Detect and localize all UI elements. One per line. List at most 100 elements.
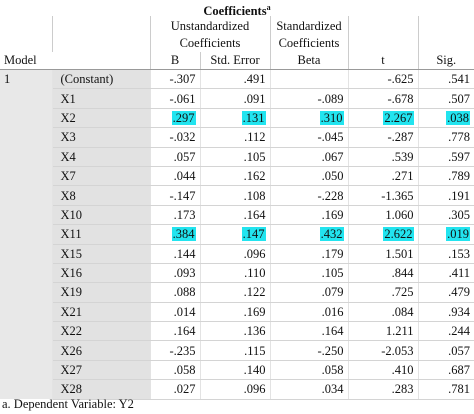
- value-text: .112: [244, 130, 266, 145]
- value-text: -.250: [317, 343, 344, 358]
- value-text: .491: [243, 72, 266, 87]
- value-text: .147: [241, 227, 266, 242]
- value-cell: -.307: [150, 69, 201, 90]
- data-row: X10 .173 .164 .169 1.060 .305: [0, 205, 474, 226]
- value-text: .144: [173, 246, 196, 261]
- value-cell: -.228: [270, 185, 349, 206]
- value-cell: -.250: [270, 340, 349, 361]
- value-cell: .016: [270, 302, 349, 323]
- value-cell: .084: [348, 302, 419, 323]
- value-text: .067: [321, 149, 344, 164]
- value-text: .687: [448, 363, 470, 378]
- value-text: .283: [391, 382, 414, 397]
- value-text: .597: [448, 149, 470, 164]
- column-header: Sig.: [418, 52, 474, 70]
- row-label: X26: [52, 340, 151, 361]
- value-text: .093: [173, 266, 196, 281]
- value-text: .058: [321, 363, 344, 378]
- row-label: X19: [52, 282, 151, 303]
- data-row: X27 .058 .140 .058 .410 .687: [0, 360, 474, 381]
- value-cell: .038: [418, 108, 474, 129]
- value-text: .844: [391, 266, 414, 281]
- value-text: -.045: [317, 130, 344, 145]
- value-text: .169: [321, 207, 344, 222]
- value-text: .507: [448, 91, 470, 106]
- value-cell: [270, 69, 349, 90]
- value-text: .310: [319, 110, 344, 125]
- value-cell: .067: [270, 147, 349, 167]
- value-text: .091: [243, 91, 266, 106]
- value-cell: .271: [348, 166, 419, 187]
- value-cell: .310: [270, 108, 349, 129]
- value-cell: .305: [418, 205, 474, 226]
- value-text: -.287: [387, 130, 414, 145]
- value-cell: -.045: [270, 127, 349, 148]
- value-cell: .539: [348, 147, 419, 167]
- value-cell: -1.365: [348, 185, 419, 206]
- value-cell: .057: [418, 340, 474, 361]
- value-cell: .091: [200, 88, 271, 109]
- value-cell: .781: [418, 379, 474, 400]
- data-row: X8 -.147 .108 -.228 -1.365 .191: [0, 185, 474, 206]
- data-row: X28 .027 .096 .034 .283 .781: [0, 379, 474, 400]
- data-row: X15 .144 .096 .179 1.501 .153: [0, 244, 474, 264]
- value-text: -1.365: [381, 188, 414, 203]
- value-cell: .479: [418, 282, 474, 303]
- value-text: .384: [171, 227, 196, 242]
- column-header: Std. Error: [200, 52, 271, 70]
- value-cell: -.032: [150, 127, 201, 148]
- value-text: .105: [321, 266, 344, 281]
- row-label: X7: [52, 166, 151, 187]
- data-row: 1 (Constant) -.307 .491 -.625 .541: [0, 69, 474, 400]
- value-text: -.228: [317, 188, 344, 203]
- value-text: .019: [446, 227, 470, 242]
- value-cell: .136: [200, 321, 271, 342]
- value-cell: .244: [418, 321, 474, 342]
- value-cell: .093: [150, 263, 201, 284]
- column-header: B: [150, 52, 201, 70]
- data-row: X7 .044 .162 .050 .271 .789: [0, 166, 474, 187]
- row-label: X10: [52, 205, 151, 226]
- blank-cell: [348, 16, 419, 52]
- value-cell: .687: [418, 360, 474, 381]
- value-text: .140: [243, 363, 266, 378]
- value-text: .179: [321, 246, 344, 261]
- row-label: X3: [52, 127, 151, 148]
- value-text: .789: [448, 169, 470, 184]
- value-cell: 1.211: [348, 321, 419, 342]
- value-text: .191: [448, 188, 470, 203]
- value-cell: .153: [418, 244, 474, 264]
- value-cell: -.678: [348, 88, 419, 109]
- data-row: X26 -.235 .115 -.250 -2.053 .057: [0, 340, 474, 361]
- value-text: .038: [446, 110, 470, 125]
- model-cell: 1: [0, 69, 53, 400]
- row-label: X22: [52, 321, 151, 342]
- value-text: .271: [391, 169, 414, 184]
- value-cell: .058: [150, 360, 201, 381]
- value-text: .164: [243, 207, 266, 222]
- title-note: a: [266, 3, 271, 12]
- value-cell: -.061: [150, 88, 201, 109]
- value-text: .244: [448, 324, 470, 339]
- value-cell: -.235: [150, 340, 201, 361]
- table-body: Unstandardized Coefficients Standardized…: [0, 16, 474, 400]
- value-cell: .057: [150, 147, 201, 167]
- column-header: Beta: [270, 52, 349, 70]
- value-cell: .507: [418, 88, 474, 109]
- value-cell: .844: [348, 263, 419, 284]
- value-text: -.307: [169, 72, 196, 87]
- value-cell: .050: [270, 166, 349, 187]
- value-cell: .164: [200, 205, 271, 226]
- value-text: .136: [243, 324, 266, 339]
- value-text: -2.053: [381, 343, 414, 358]
- value-text: .539: [391, 149, 414, 164]
- value-cell: .541: [418, 69, 474, 90]
- coefficients-table: Unstandardized Coefficients Standardized…: [0, 16, 474, 400]
- value-text: .410: [391, 363, 414, 378]
- value-text: .541: [448, 72, 470, 87]
- value-cell: .034: [270, 379, 349, 400]
- value-cell: .164: [270, 321, 349, 342]
- value-text: .057: [173, 149, 196, 164]
- value-cell: .173: [150, 205, 201, 226]
- value-cell: .384: [150, 224, 201, 245]
